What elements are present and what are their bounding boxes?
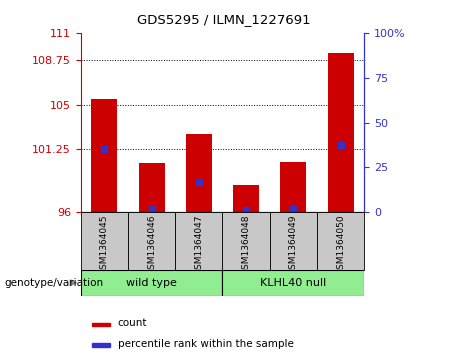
Text: GSM1364045: GSM1364045 [100, 215, 109, 275]
Text: genotype/variation: genotype/variation [5, 278, 104, 288]
Text: GSM1364050: GSM1364050 [336, 215, 345, 275]
Bar [92, 323, 111, 326]
Text: GSM1364048: GSM1364048 [242, 215, 251, 275]
Bar [186, 135, 212, 212]
Bar [128, 212, 175, 270]
Text: count: count [118, 318, 147, 328]
Bar [270, 212, 317, 270]
Text: percentile rank within the sample: percentile rank within the sample [118, 339, 293, 348]
Bar [328, 53, 354, 212]
Text: GSM1364049: GSM1364049 [289, 215, 298, 275]
Text: wild type: wild type [126, 278, 177, 288]
Bar [222, 270, 364, 296]
Bar [175, 212, 222, 270]
Bar [81, 270, 222, 296]
Text: GDS5295 / ILMN_1227691: GDS5295 / ILMN_1227691 [137, 13, 310, 26]
Bar [91, 99, 117, 212]
Bar [233, 185, 259, 212]
Bar [280, 162, 306, 212]
Bar [92, 343, 111, 347]
Text: KLHL40 null: KLHL40 null [260, 278, 326, 288]
Bar [139, 163, 165, 212]
Bar [81, 212, 128, 270]
Text: GSM1364047: GSM1364047 [194, 215, 203, 275]
Bar [222, 212, 270, 270]
Bar [317, 212, 364, 270]
Text: GSM1364046: GSM1364046 [147, 215, 156, 275]
